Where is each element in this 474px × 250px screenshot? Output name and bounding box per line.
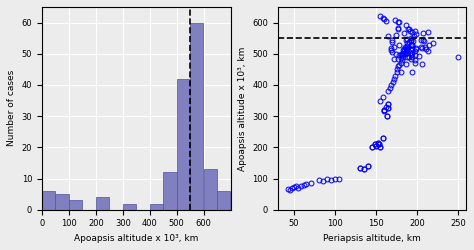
Y-axis label: Number of cases: Number of cases [7, 70, 16, 146]
Bar [69, 200, 82, 210]
Bar [123, 204, 136, 210]
Bar [150, 204, 163, 210]
Bar [96, 197, 109, 210]
Bar [190, 22, 203, 210]
Bar [217, 191, 230, 210]
Y-axis label: Apoapsis altitude x 10³, km: Apoapsis altitude x 10³, km [237, 46, 246, 170]
Bar [177, 79, 190, 210]
Bar [204, 169, 217, 210]
Bar [42, 191, 55, 210]
Bar [55, 194, 69, 210]
Bar [164, 172, 176, 210]
X-axis label: Apoapsis altitude x 10³, km: Apoapsis altitude x 10³, km [74, 234, 199, 243]
X-axis label: Periapsis altitude, km: Periapsis altitude, km [323, 234, 421, 243]
